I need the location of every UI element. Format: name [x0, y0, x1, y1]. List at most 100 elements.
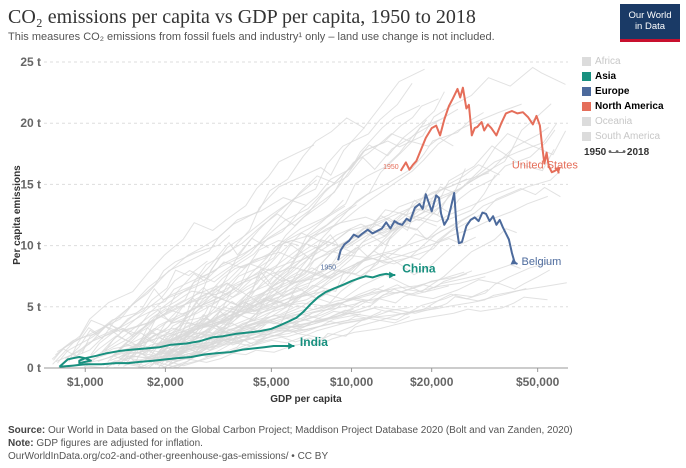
background-country-line — [166, 126, 549, 363]
series-start-year-label: 1950 — [320, 264, 336, 271]
x-tick-label: $2,000 — [147, 375, 184, 389]
owid-logo[interactable]: Our World in Data — [620, 4, 680, 42]
background-country-line — [153, 83, 413, 361]
background-country-line — [112, 104, 421, 366]
series-line[interactable] — [59, 345, 295, 368]
background-country-line — [151, 186, 516, 361]
timeline-control[interactable]: 1950 •–•–• 2018 — [584, 147, 649, 158]
background-country-line — [81, 68, 425, 354]
series-labels: 1950 1950 United States Belgium China India — [300, 159, 578, 348]
x-tick-label: $50,000 — [516, 375, 560, 389]
series-end-arrow — [389, 271, 396, 279]
background-country-line — [83, 174, 496, 369]
legend-item[interactable]: North America — [582, 99, 664, 114]
background-country-line — [58, 236, 476, 369]
background-country-line — [52, 117, 365, 365]
legend-label: Asia — [595, 71, 617, 82]
legend-swatch — [582, 87, 591, 96]
background-country-line — [84, 205, 346, 368]
legend-swatch — [582, 117, 591, 126]
source-text: Our World in Data based on the Global Ca… — [48, 425, 573, 436]
chart-axes: 0 t 5 t 10 t 15 t 20 t 25 t $1,000 $2,000 $5,000… — [12, 55, 560, 405]
series-line[interactable] — [58, 272, 396, 368]
background-country-line — [115, 91, 445, 354]
timeline-track-icon[interactable]: •–•–• — [608, 147, 626, 158]
legend-label: Oceania — [595, 116, 633, 127]
y-tick-label: 20 t — [20, 116, 41, 130]
y-tick-label: 25 t — [20, 55, 41, 69]
series-line[interactable] — [337, 192, 518, 265]
background-country-line — [57, 239, 298, 364]
source-label: Source: — [8, 425, 46, 436]
background-country-line — [104, 271, 465, 354]
y-tick-label: 15 t — [20, 177, 41, 191]
logo-line-2: in Data — [634, 21, 666, 32]
legend-item[interactable]: Oceania — [582, 114, 664, 129]
y-tick-label: 5 t — [27, 300, 41, 314]
background-country-line — [173, 178, 468, 353]
background-country-line — [176, 270, 473, 354]
note-label: Note: — [8, 438, 34, 449]
series-name-label: Belgium — [522, 256, 562, 268]
background-country-line — [172, 118, 443, 360]
x-tick-label: $5,000 — [253, 375, 290, 389]
chart-footer: Source: Our World in Data based on the G… — [8, 424, 573, 463]
background-country-line — [55, 172, 490, 362]
chart-gridlines — [44, 61, 568, 372]
series-line[interactable] — [399, 86, 560, 174]
background-country-line — [101, 133, 454, 353]
series-end-arrow — [288, 342, 295, 350]
y-tick-label: 0 t — [27, 361, 41, 375]
background-country-line — [55, 144, 315, 356]
background-country-line — [150, 103, 522, 357]
source-url[interactable]: OurWorldInData.org/co2-and-other-greenho… — [8, 451, 329, 462]
background-country-line — [174, 186, 561, 359]
background-country-line — [166, 289, 489, 362]
background-country-line — [171, 171, 560, 351]
legend-swatch — [582, 57, 591, 66]
chart-title: CO₂ emissions per capita vs GDP per capi… — [8, 6, 476, 28]
background-country-line — [168, 246, 452, 356]
background-country-line — [165, 261, 552, 367]
timeline-end: 2018 — [626, 147, 650, 158]
background-country-line — [57, 260, 208, 353]
x-axis-label: GDP per capita — [270, 394, 342, 405]
series-start-year-label: 1950 — [383, 164, 399, 171]
legend-item[interactable]: South America — [582, 129, 664, 144]
background-country-line — [170, 228, 517, 365]
x-tick-label: $1,000 — [67, 375, 104, 389]
region-legend: Africa Asia Europe North America Oceania Sout… — [582, 54, 664, 144]
x-tick-label: $20,000 — [410, 375, 454, 389]
background-country-line — [53, 244, 321, 361]
background-country-line — [151, 199, 344, 357]
series-end-arrow — [554, 166, 561, 174]
legend-label: Africa — [595, 56, 621, 67]
background-country-line — [90, 119, 427, 356]
legend-swatch — [582, 72, 591, 81]
chart-subtitle: This measures CO₂ emissions from fossil … — [8, 31, 495, 43]
legend-item[interactable]: Africa — [582, 54, 664, 69]
background-country-line — [102, 321, 266, 366]
x-tick-label: $10,000 — [330, 375, 374, 389]
legend-item[interactable]: Europe — [582, 84, 664, 99]
series-end-arrow — [510, 258, 518, 265]
background-country-line — [83, 289, 325, 365]
timeline-start: 1950 — [584, 147, 607, 158]
series-name-label: India — [300, 335, 328, 349]
background-country-line — [104, 112, 484, 352]
legend-item[interactable]: Asia — [582, 69, 664, 84]
background-country-line — [95, 228, 352, 357]
background-country-line — [151, 224, 402, 366]
legend-label: Europe — [595, 86, 630, 97]
legend-swatch — [582, 102, 591, 111]
legend-swatch — [582, 132, 591, 141]
y-tick-label: 10 t — [20, 239, 41, 253]
logo-line-1: Our World — [628, 10, 672, 21]
background-country-line — [159, 66, 566, 358]
background-country-line — [68, 234, 231, 362]
y-axis-label: Per capita emissions — [12, 165, 23, 265]
highlighted-series — [58, 86, 561, 368]
legend-label: North America — [595, 101, 664, 112]
series-name-label: United States — [512, 159, 579, 171]
